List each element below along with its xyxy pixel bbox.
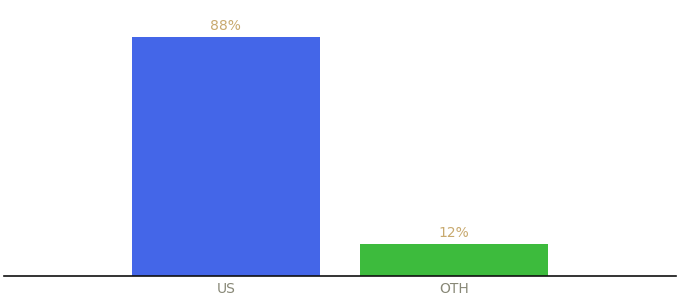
Text: 12%: 12%	[439, 226, 470, 239]
Text: 88%: 88%	[210, 19, 241, 33]
Bar	[360, 244, 548, 276]
Bar	[132, 37, 320, 276]
